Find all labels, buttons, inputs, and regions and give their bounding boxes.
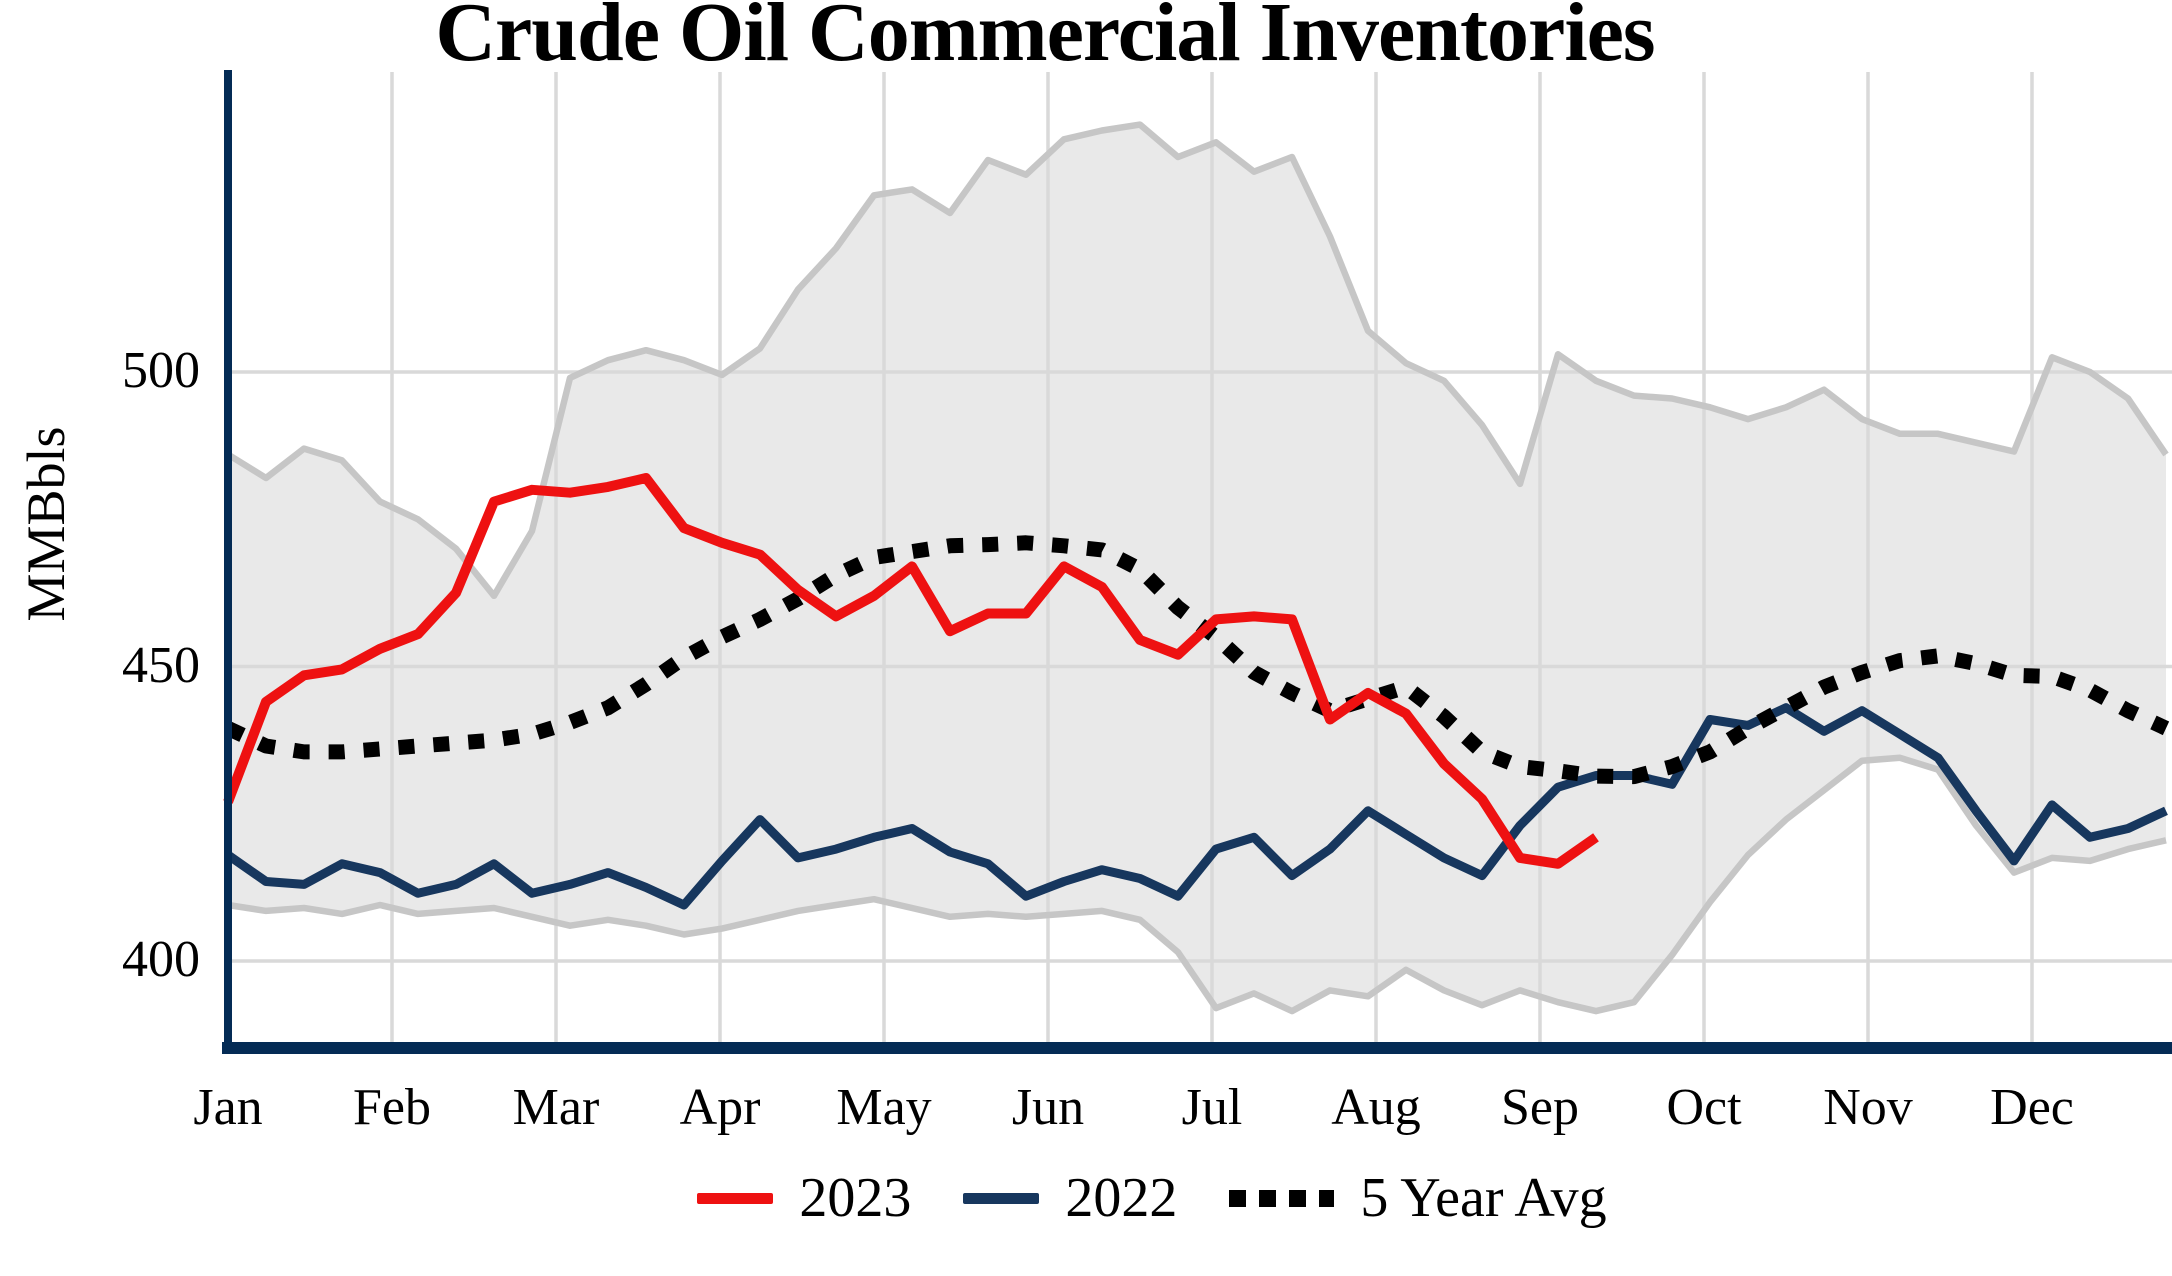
x-tick-label-may: May [836,1079,932,1136]
chart-title: Crude Oil Commercial Inventories [435,0,1655,79]
x-tick-label-sep: Sep [1501,1079,1579,1136]
x-tick-label-nov: Nov [1823,1079,1913,1136]
five-year-range-band [228,124,2166,1012]
legend-label-5yr-avg: 5 Year Avg [1360,1167,1607,1229]
legend: 2023 2022 5 Year Avg [66,1166,2172,1230]
band-lower-edge [227,754,2167,1015]
x-axis-spine [222,1042,2172,1054]
series-2023-line [223,473,1599,869]
legend-item-2022: 2022 [963,1166,1177,1230]
y-tick-label-450: 450 [122,636,200,694]
series-5yr-avg-dotted-line [224,535,2170,785]
legend-swatch-5yr-avg-dotted-line [1229,1189,1335,1207]
x-tick-label-jul: Jul [1181,1079,1243,1136]
x-tick-label-aug: Aug [1331,1079,1421,1136]
x-tick-label-apr: Apr [679,1079,761,1136]
y-tick-label-400: 400 [122,931,200,988]
x-tick-label-oct: Oct [1666,1079,1742,1136]
x-tick-label-dec: Dec [1990,1079,2074,1136]
band-upper-edge [226,121,2169,600]
y-tick-label-500: 500 [122,342,200,399]
x-tick-label-mar: Mar [512,1079,600,1136]
legend-label-2022: 2022 [1065,1167,1178,1229]
series-2022-line [225,703,2168,910]
x-tick-label-feb: Feb [353,1079,431,1136]
y-axis-spine [224,70,232,1053]
legend-swatch-2022-line [963,1192,1040,1204]
legend-item-5yr-avg: 5 Year Avg [1229,1166,1607,1230]
x-tick-label-jan: Jan [193,1079,263,1136]
legend-swatch-2023-line [697,1192,774,1204]
legend-item-2023: 2023 [697,1166,911,1230]
x-tick-label-jun: Jun [1011,1079,1085,1136]
legend-label-2023: 2023 [799,1167,912,1229]
